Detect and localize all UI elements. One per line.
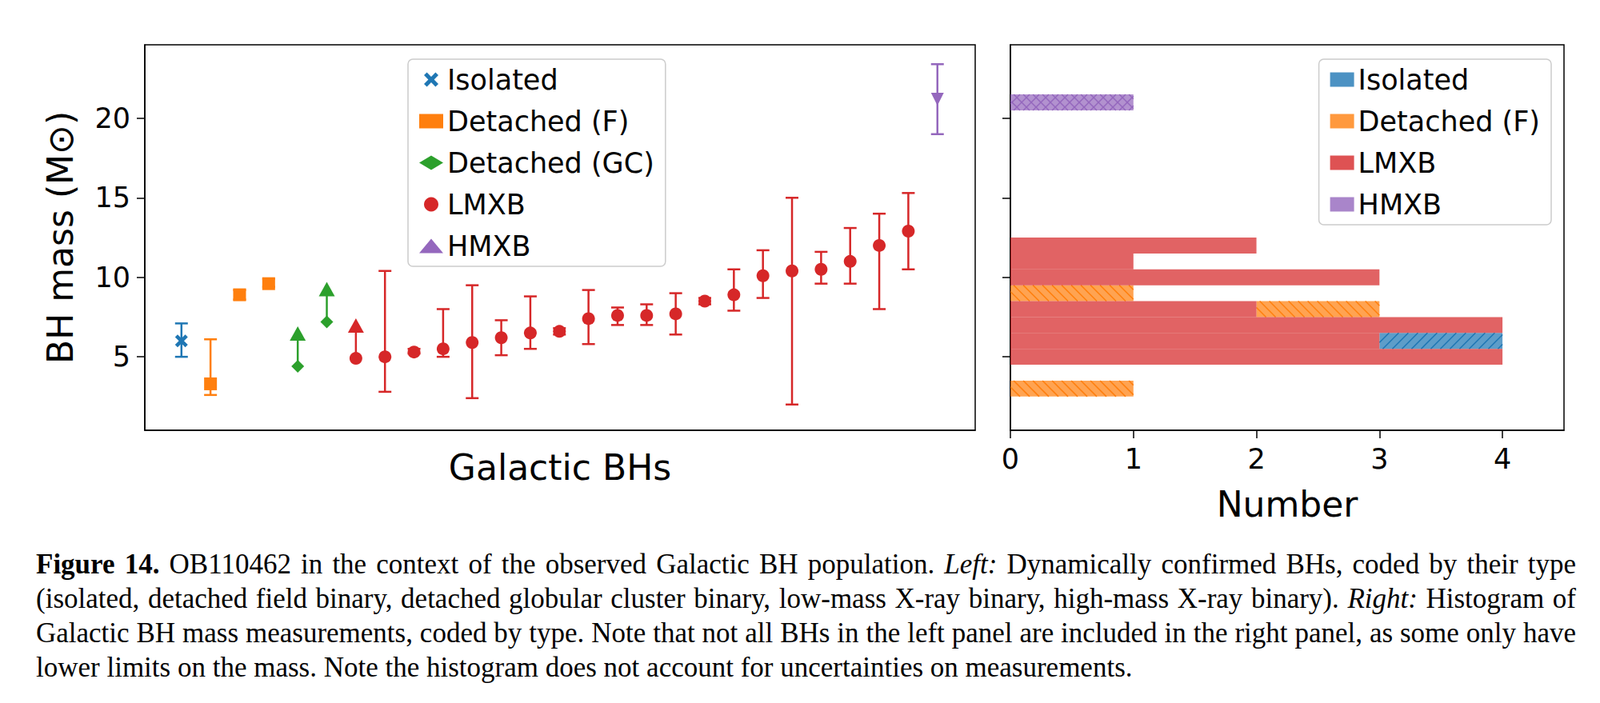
svg-text:HMXB: HMXB — [447, 230, 532, 263]
svg-text:Detached (GC): Detached (GC) — [447, 147, 655, 180]
svg-text:Detached (F): Detached (F) — [447, 105, 629, 138]
svg-text:HMXB: HMXB — [1358, 188, 1443, 221]
svg-text:3: 3 — [1370, 443, 1388, 476]
svg-text:Isolated: Isolated — [1358, 64, 1470, 96]
svg-text:Isolated: Isolated — [447, 64, 559, 96]
svg-text:20: 20 — [94, 102, 131, 135]
svg-text:5: 5 — [112, 340, 131, 373]
svg-text:Galactic BHs: Galactic BHs — [448, 447, 672, 488]
svg-text:2: 2 — [1247, 443, 1265, 476]
svg-text:BH mass (M⊙): BH mass (M⊙) — [40, 111, 81, 364]
html-text:Figure 14. OB110462 in the con: Figure 14. OB110462 in the context of th… — [36, 548, 1576, 684]
svg-text:4: 4 — [1493, 443, 1512, 476]
svg-text:0: 0 — [1001, 443, 1020, 476]
svg-text:15: 15 — [94, 181, 131, 214]
svg-text:LMXB: LMXB — [1358, 147, 1437, 180]
svg-text:1: 1 — [1124, 443, 1143, 476]
svg-text:10: 10 — [94, 261, 131, 294]
svg-text:Number: Number — [1216, 484, 1360, 525]
svg-text:Detached (F): Detached (F) — [1358, 105, 1540, 138]
svg-text:LMXB: LMXB — [447, 188, 526, 221]
